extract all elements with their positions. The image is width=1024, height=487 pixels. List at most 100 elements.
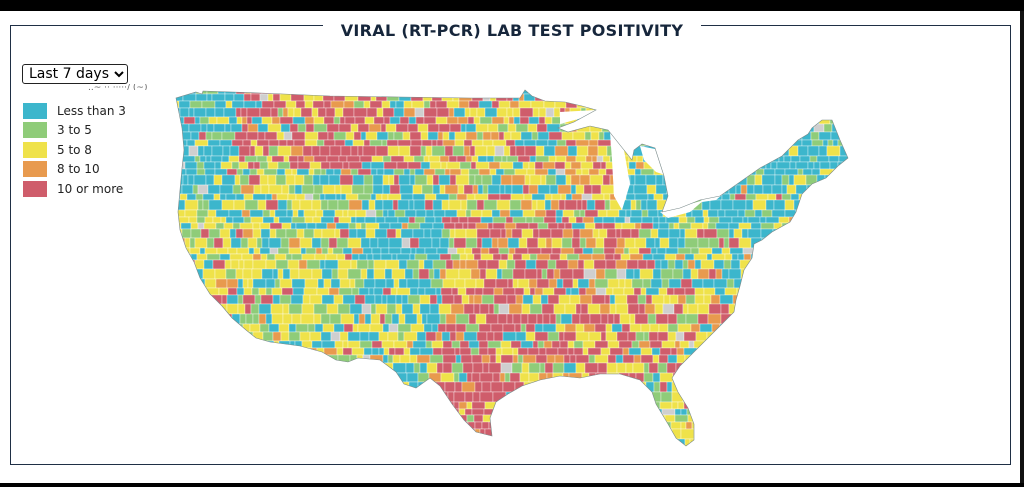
county-cell[interactable]	[184, 199, 199, 211]
county-cell[interactable]	[833, 88, 841, 95]
county-cell[interactable]	[317, 107, 327, 118]
county-cell[interactable]	[551, 438, 561, 446]
county-cell[interactable]	[613, 123, 627, 133]
county-cell[interactable]	[577, 278, 590, 289]
county-cell[interactable]	[260, 253, 268, 261]
county-cell[interactable]	[685, 193, 699, 201]
county-cell[interactable]	[735, 184, 742, 195]
county-cell[interactable]	[249, 323, 261, 333]
county-cell[interactable]	[621, 391, 631, 403]
county-cell[interactable]	[349, 303, 363, 315]
county-cell[interactable]	[722, 88, 734, 95]
county-cell[interactable]	[214, 100, 227, 109]
county-cell[interactable]	[269, 247, 279, 255]
county-cell[interactable]	[291, 199, 301, 211]
county-cell[interactable]	[172, 88, 186, 95]
county-cell[interactable]	[733, 228, 743, 239]
county-cell[interactable]	[762, 184, 773, 195]
county-cell[interactable]	[250, 303, 260, 315]
county-cell[interactable]	[714, 381, 724, 393]
county-cell[interactable]	[351, 184, 365, 195]
county-cell[interactable]	[440, 372, 455, 383]
county-cell[interactable]	[329, 362, 343, 374]
county-cell[interactable]	[578, 381, 587, 393]
county-cell[interactable]	[452, 428, 464, 440]
county-cell[interactable]	[207, 391, 221, 403]
county-cell[interactable]	[224, 88, 237, 95]
county-cell[interactable]	[694, 294, 705, 305]
county-cell[interactable]	[643, 107, 654, 118]
county-cell[interactable]	[487, 123, 499, 133]
county-cell[interactable]	[230, 354, 238, 364]
county-cell[interactable]	[616, 381, 623, 393]
county-cell[interactable]	[745, 139, 754, 147]
county-cell[interactable]	[186, 428, 200, 440]
county-cell[interactable]	[719, 421, 733, 430]
county-cell[interactable]	[265, 313, 273, 325]
county-cell[interactable]	[521, 303, 531, 315]
county-cell[interactable]	[186, 193, 197, 201]
county-cell[interactable]	[793, 174, 807, 186]
county-cell[interactable]	[366, 445, 380, 452]
county-cell[interactable]	[746, 155, 758, 163]
county-cell[interactable]	[609, 93, 621, 102]
county-cell[interactable]	[352, 139, 365, 147]
county-cell[interactable]	[614, 222, 623, 230]
county-cell[interactable]	[205, 287, 220, 296]
county-cell[interactable]	[323, 381, 335, 393]
county-cell[interactable]	[389, 445, 398, 452]
county-cell[interactable]	[272, 428, 279, 440]
county-cell[interactable]	[387, 354, 394, 364]
county-cell[interactable]	[811, 445, 820, 452]
county-cell[interactable]	[467, 116, 475, 125]
county-cell[interactable]	[347, 209, 357, 218]
county-cell[interactable]	[842, 381, 848, 393]
county-cell[interactable]	[232, 222, 241, 230]
county-cell[interactable]	[409, 237, 420, 249]
county-cell[interactable]	[279, 294, 292, 305]
county-cell[interactable]	[350, 216, 357, 224]
county-cell[interactable]	[206, 123, 215, 133]
county-cell[interactable]	[285, 253, 293, 261]
county-cell[interactable]	[749, 421, 764, 430]
county-cell[interactable]	[757, 88, 767, 95]
county-cell[interactable]	[448, 193, 458, 201]
county-cell[interactable]	[172, 438, 178, 446]
county-cell[interactable]	[636, 155, 644, 163]
county-cell[interactable]	[818, 193, 830, 201]
county-cell[interactable]	[795, 294, 802, 305]
county-cell[interactable]	[797, 287, 810, 296]
county-cell[interactable]	[401, 303, 414, 315]
county-cell[interactable]	[481, 174, 493, 186]
county-cell[interactable]	[382, 287, 392, 296]
county-cell[interactable]	[532, 294, 542, 305]
county-cell[interactable]	[378, 445, 386, 452]
county-cell[interactable]	[442, 362, 453, 374]
county-cell[interactable]	[219, 193, 227, 201]
county-cell[interactable]	[844, 193, 852, 201]
county-cell[interactable]	[786, 268, 794, 280]
county-cell[interactable]	[502, 323, 516, 333]
county-cell[interactable]	[805, 100, 813, 109]
county-cell[interactable]	[297, 161, 311, 170]
county-cell[interactable]	[587, 347, 602, 356]
county-cell[interactable]	[794, 100, 807, 109]
county-cell[interactable]	[589, 174, 604, 186]
county-cell[interactable]	[547, 259, 557, 270]
county-cell[interactable]	[604, 199, 611, 211]
county-cell[interactable]	[579, 237, 587, 249]
county-cell[interactable]	[629, 391, 642, 403]
county-cell[interactable]	[759, 362, 771, 374]
county-cell[interactable]	[628, 347, 642, 356]
county-cell[interactable]	[640, 445, 650, 452]
county-cell[interactable]	[605, 445, 616, 452]
county-cell[interactable]	[342, 88, 352, 95]
county-cell[interactable]	[446, 161, 461, 170]
county-cell[interactable]	[226, 168, 238, 176]
county-cell[interactable]	[624, 216, 631, 224]
county-cell[interactable]	[654, 237, 661, 249]
county-cell[interactable]	[523, 193, 533, 201]
county-cell[interactable]	[482, 131, 492, 141]
county-cell[interactable]	[664, 438, 678, 446]
